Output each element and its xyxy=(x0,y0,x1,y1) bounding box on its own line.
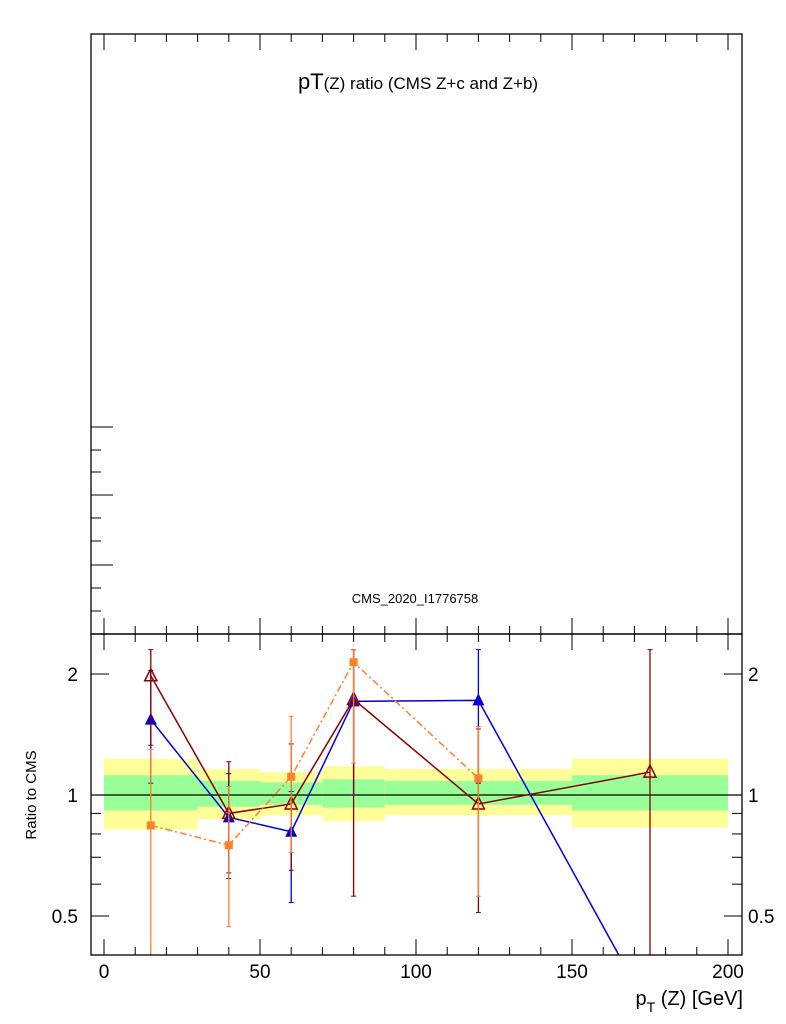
point-1-5 xyxy=(642,763,658,778)
y-tick-label-right-1: 1 xyxy=(748,786,759,807)
x-axis-label-sub: T xyxy=(647,999,656,1015)
point-2-3 xyxy=(349,658,358,667)
x-axis-label-rest: (Z) [GeV] xyxy=(655,988,743,1010)
x-axis-label-p: p xyxy=(636,988,647,1010)
reference-bands xyxy=(104,758,728,830)
x-tick-labels: 0 50 100 150 200 xyxy=(99,962,744,983)
series-line-orange-square-dashdot xyxy=(150,660,479,847)
point-2-0 xyxy=(146,821,155,830)
x-tick-label-0: 0 xyxy=(99,962,110,983)
y-tick-label-left-1: 1 xyxy=(67,786,78,807)
series-layer xyxy=(143,649,658,956)
point-0-4 xyxy=(472,693,485,706)
title-rest: (Z) ratio (CMS Z+c and Z+b) xyxy=(324,74,538,93)
x-tick-label-100: 100 xyxy=(400,962,432,983)
title-main: pT xyxy=(298,69,324,94)
point-2-4 xyxy=(474,774,483,783)
x-tick-label-150: 150 xyxy=(556,962,588,983)
point-2-2 xyxy=(287,772,296,781)
y-axis-label: Ratio to CMS xyxy=(23,750,40,839)
upper-panel-ticks xyxy=(91,34,729,634)
y-tick-labels: 0.5 0.5 1 1 2 2 xyxy=(52,665,775,928)
series-line-darkred-open-triangle xyxy=(150,675,651,815)
ratio-panel-ticks xyxy=(91,634,742,956)
series-line-blue-filled-triangle xyxy=(150,699,620,956)
series-orange-square-dashdot xyxy=(146,649,483,956)
point-2-1 xyxy=(224,841,233,850)
upper-panel-frame xyxy=(90,33,743,635)
x-tick-label-50: 50 xyxy=(249,962,270,983)
analysis-label: CMS_2020_I1776758 xyxy=(352,591,479,606)
x-tick-label-200: 200 xyxy=(712,962,744,983)
point-1-0 xyxy=(143,667,159,682)
x-axis-label: pT (Z) [GeV] xyxy=(636,988,743,1015)
y-tick-label-right-2: 2 xyxy=(748,665,759,686)
chart-title: pT(Z) ratio (CMS Z+c and Z+b) xyxy=(298,69,538,94)
y-tick-label-right-0.5: 0.5 xyxy=(748,907,774,928)
y-tick-label-left-2: 2 xyxy=(67,665,78,686)
y-tick-label-left-0.5: 0.5 xyxy=(52,907,78,928)
